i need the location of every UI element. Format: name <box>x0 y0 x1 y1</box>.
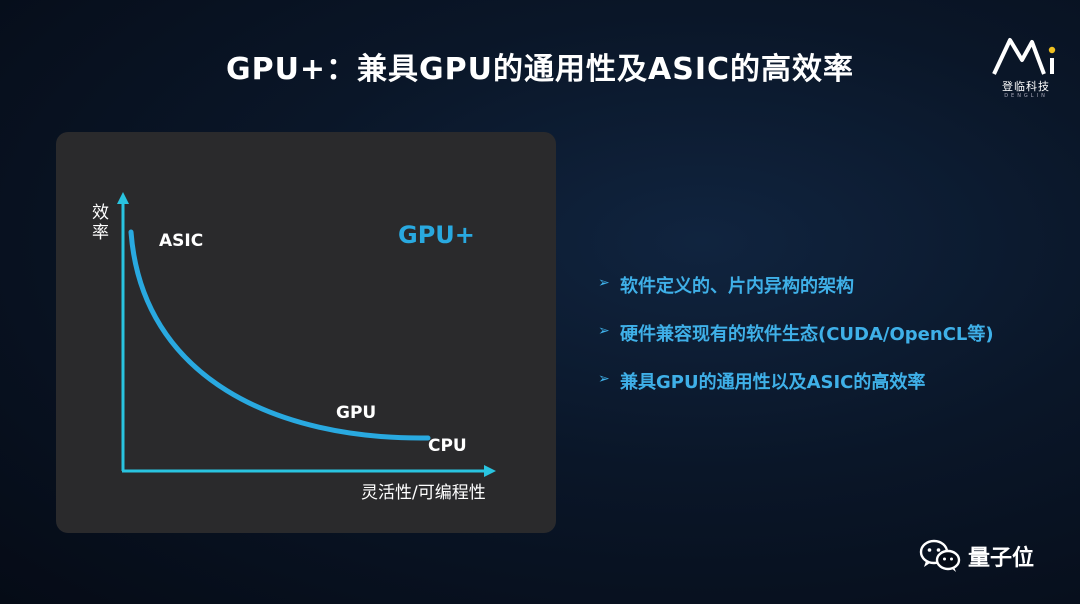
list-item-text: 兼具GPU的通用性以及ASIC的高效率 <box>620 372 926 393</box>
arrow-bullet-icon: ➢ <box>598 371 610 387</box>
point-label-cpu: CPU <box>428 436 467 456</box>
wechat-icon <box>919 539 961 572</box>
efficiency-flexibility-chart: 效 率 灵活性/可编程性 ASIC GPU CPU GPU+ <box>92 192 496 503</box>
chart-panel <box>56 132 556 533</box>
arrow-bullet-icon: ➢ <box>598 323 610 339</box>
arrow-bullet-icon: ➢ <box>598 275 610 291</box>
gpu-plus-label: GPU+ <box>398 221 475 249</box>
y-axis-arrow <box>117 192 129 204</box>
page-title: GPU+：兼具GPU的通用性及ASIC的高效率 <box>225 52 855 87</box>
watermark-text: 量子位 <box>968 546 1035 571</box>
list-item-text: 硬件兼容现有的软件生态(CUDA/OpenCL等) <box>620 324 994 345</box>
list-item: ➢ 兼具GPU的通用性以及ASIC的高效率 <box>598 368 1068 416</box>
feature-list: ➢ 软件定义的、片内异构的架构 ➢ 硬件兼容现有的软件生态(CUDA/OpenC… <box>598 272 1068 416</box>
y-axis-label-char2: 率 <box>92 223 109 243</box>
logo-name: 登临科技 <box>1002 80 1050 93</box>
list-item: ➢ 硬件兼容现有的软件生态(CUDA/OpenCL等) <box>598 320 1068 368</box>
efficiency-curve <box>128 229 431 441</box>
logo-subtext: DENGLIN <box>1004 93 1048 99</box>
list-item: ➢ 软件定义的、片内异构的架构 <box>598 272 1068 320</box>
y-axis-label-char1: 效 <box>92 203 109 223</box>
list-item-text: 软件定义的、片内异构的架构 <box>620 276 854 297</box>
point-label-gpu: GPU <box>336 403 376 423</box>
watermark: 量子位 <box>918 536 1034 576</box>
x-axis-arrow <box>484 465 496 477</box>
point-label-asic: ASIC <box>159 231 203 251</box>
denglin-logo <box>992 38 1056 75</box>
x-axis-label: 灵活性/可编程性 <box>361 483 486 503</box>
